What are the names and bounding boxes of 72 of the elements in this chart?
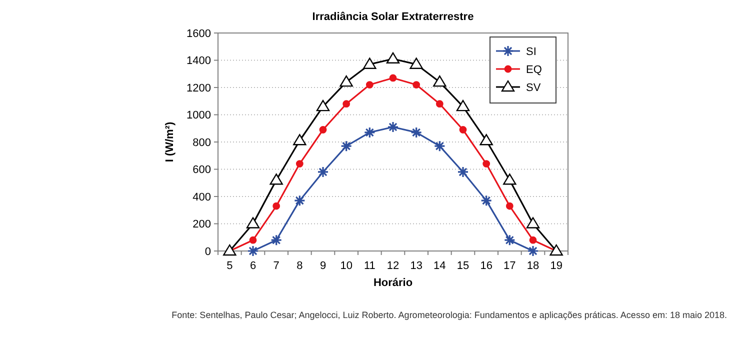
point [480, 134, 493, 146]
y-axis-title: I (W/m²) [164, 122, 176, 162]
point [436, 100, 444, 108]
x-tick-label: 14 [434, 260, 446, 272]
point [319, 126, 327, 134]
x-tick-label: 10 [340, 260, 352, 272]
x-tick-label: 18 [526, 260, 540, 272]
point [504, 234, 516, 246]
x-tick-label: 19 [550, 260, 562, 272]
source-note: Fonte: Sentelhas, Paulo Cesar; Angelocci, Luiz Roberto. Agrometeorologia: Fundamentos e aplicações práticas. Acesso em: 18 maio 2018. [172, 310, 727, 320]
point [506, 202, 514, 210]
point [482, 160, 490, 168]
legend-label: EQ [526, 64, 542, 76]
point [366, 81, 374, 88]
point [550, 244, 563, 256]
point [434, 140, 446, 152]
point [246, 217, 260, 228]
x-tick-label: 16 [480, 260, 492, 272]
x-tick-label: 9 [320, 260, 326, 272]
x-tick-label: 17 [504, 260, 516, 272]
x-tick-label: 13 [410, 260, 422, 272]
chart-title: Irradiância Solar Extraterrestre [312, 11, 474, 23]
point [316, 100, 330, 112]
y-tick-label: 1600 [186, 28, 211, 40]
point [249, 236, 257, 244]
point [410, 126, 422, 138]
point [272, 202, 280, 210]
point [459, 126, 467, 134]
point [433, 75, 446, 87]
y-tick-label: 200 [192, 218, 211, 231]
point [317, 166, 329, 178]
point [480, 194, 492, 206]
point [526, 217, 540, 228]
x-tick-label: 5 [226, 260, 233, 272]
x-tick-label: 11 [364, 260, 376, 272]
point [342, 100, 350, 108]
x-tick-label: 15 [456, 260, 470, 272]
legend-label: SV [526, 82, 542, 94]
point [293, 134, 306, 146]
point [340, 75, 353, 87]
point [340, 140, 352, 152]
point [457, 166, 469, 178]
point [223, 244, 236, 256]
x-tick-label: 8 [296, 260, 303, 272]
point [389, 74, 397, 82]
point [412, 81, 420, 88]
point [294, 194, 306, 206]
y-tick-label: 1200 [186, 82, 211, 94]
point [270, 174, 283, 185]
y-tick-label: 1000 [186, 110, 211, 122]
point [529, 236, 537, 244]
point [527, 245, 539, 257]
y-tick-label: 0 [204, 246, 211, 258]
point [387, 121, 399, 133]
x-axis-title: Horário [373, 277, 413, 289]
point [410, 58, 423, 69]
legend-label: SI [526, 46, 536, 58]
x-tick-label: 6 [250, 260, 256, 272]
y-tick-label: 600 [192, 164, 211, 176]
x-tick-label: 12 [386, 260, 400, 272]
y-tick-label: 400 [192, 191, 211, 204]
y-tick-label: 1400 [186, 55, 211, 68]
point [503, 174, 516, 185]
y-tick-label: 800 [192, 136, 211, 149]
point [456, 100, 470, 112]
point [364, 126, 376, 138]
point [247, 245, 259, 257]
point [296, 160, 304, 168]
x-tick-label: 7 [273, 260, 280, 272]
point [270, 234, 282, 246]
point [363, 58, 376, 69]
point [386, 52, 400, 64]
